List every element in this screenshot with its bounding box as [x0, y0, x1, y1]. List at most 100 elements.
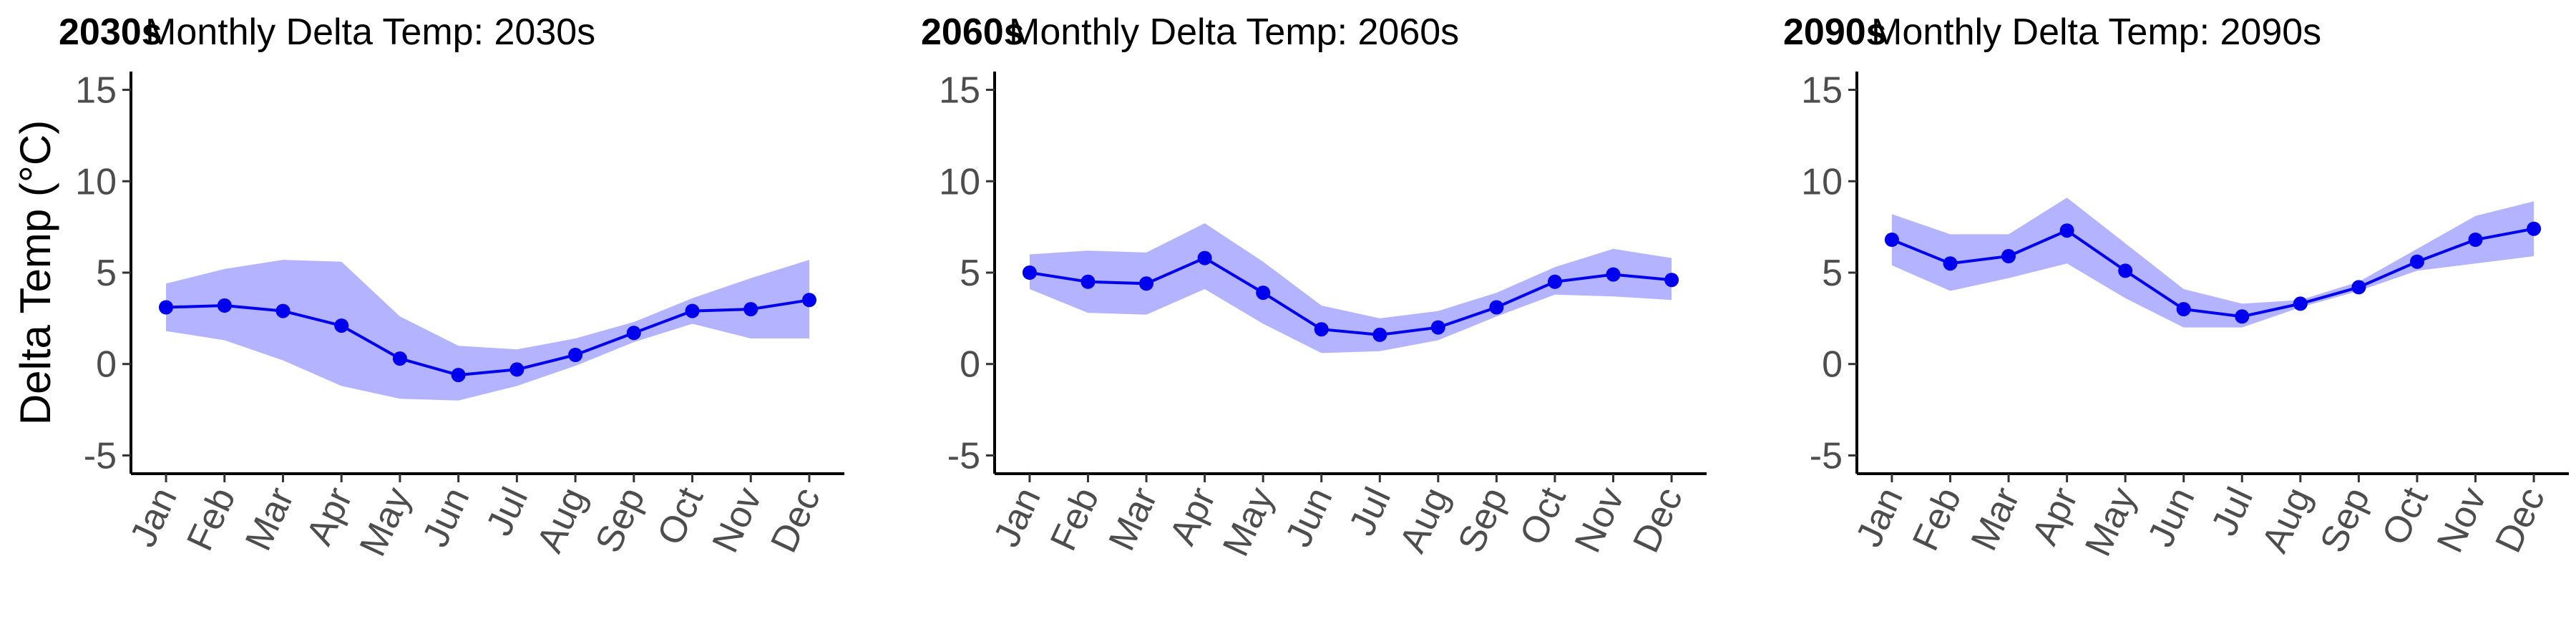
- x-tick-label-apr: Apr: [1162, 482, 1224, 552]
- x-tick-label-may: May: [2077, 482, 2145, 563]
- data-point-mar: [275, 303, 291, 318]
- data-point-nov: [743, 302, 758, 317]
- series-line: [1029, 256, 1672, 336]
- x-tick-label-jan: Jan: [122, 482, 185, 554]
- y-tick-label: -5: [947, 435, 980, 477]
- data-point-aug: [2293, 296, 2308, 311]
- y-tick-label: 15: [939, 70, 980, 112]
- chart-title: Monthly Delta Temp: 2060s: [1009, 11, 1459, 53]
- x-tick-label-may: May: [352, 482, 419, 563]
- y-tick-label: 5: [1822, 253, 1843, 294]
- data-point-oct: [685, 303, 700, 318]
- data-point-feb: [1943, 256, 1958, 271]
- data-point-nov: [1606, 267, 1621, 282]
- data-point-sep: [2351, 280, 2366, 295]
- y-tick-label: 10: [939, 161, 980, 203]
- data-point-dec: [1664, 273, 1679, 288]
- x-tick-label-dec: Dec: [1625, 482, 1691, 559]
- data-point-mar: [2001, 249, 2016, 263]
- panel-tag: 2090s: [1783, 11, 1887, 53]
- x-tick-label-jan: Jan: [986, 482, 1049, 554]
- x-tick-label-sep: Sep: [587, 482, 653, 559]
- x-tick-label-mar: Mar: [1101, 482, 1166, 557]
- x-tick-label-mar: Mar: [238, 482, 302, 557]
- data-point-apr: [334, 318, 349, 333]
- data-point-jan: [1022, 265, 1037, 280]
- x-tick-label-dec: Dec: [2487, 482, 2553, 559]
- data-point-aug: [568, 348, 583, 362]
- series-line: [165, 298, 810, 377]
- x-tick-label-jul: Jul: [2203, 482, 2261, 542]
- data-point-apr: [2059, 223, 2074, 238]
- x-tick-label-jun: Jun: [1278, 482, 1341, 554]
- x-tick-label-dec: Dec: [763, 482, 829, 559]
- data-point-aug: [1430, 320, 1445, 335]
- data-point-jan: [1884, 233, 1899, 247]
- y-tick-label: 0: [1822, 344, 1843, 386]
- x-tick-label-apr: Apr: [298, 482, 361, 552]
- data-point-dec: [802, 293, 816, 308]
- y-tick-label: 10: [1801, 161, 1843, 203]
- x-tick-label-nov: Nov: [1567, 482, 1633, 559]
- panel-tag: 2060s: [921, 11, 1025, 53]
- uncertainty-band: [166, 260, 809, 401]
- data-point-sep: [626, 326, 641, 341]
- x-tick-label-feb: Feb: [179, 482, 243, 557]
- data-point-dec: [2527, 221, 2542, 236]
- data-point-jun: [2176, 302, 2191, 317]
- x-tick-label-jan: Jan: [1848, 482, 1911, 554]
- data-point-may: [392, 351, 407, 366]
- data-point-oct: [2410, 254, 2424, 269]
- y-tick-label: 15: [75, 70, 117, 112]
- y-tick-label: 5: [960, 253, 980, 294]
- y-tick-label: 5: [96, 253, 117, 294]
- x-tick-label-jul: Jul: [1341, 482, 1399, 542]
- x-tick-label-feb: Feb: [1043, 482, 1107, 557]
- chart-title: Monthly Delta Temp: 2090s: [1871, 11, 2321, 53]
- y-tick-label: -5: [84, 435, 117, 477]
- x-tick-label-aug: Aug: [529, 482, 595, 559]
- x-tick-label-oct: Oct: [650, 481, 712, 551]
- x-tick-label-oct: Oct: [1512, 481, 1574, 551]
- uncertainty-band: [1029, 223, 1672, 353]
- data-point-jul: [509, 362, 525, 377]
- data-point-mar: [1139, 276, 1153, 291]
- x-tick-label-apr: Apr: [2024, 482, 2087, 552]
- x-tick-label-jul: Jul: [479, 482, 537, 542]
- x-tick-label-feb: Feb: [1905, 482, 1969, 557]
- y-tick-label: 0: [960, 344, 980, 386]
- panel-tag: 2030s: [59, 11, 162, 53]
- x-tick-label-jun: Jun: [415, 482, 478, 554]
- data-point-jun: [451, 368, 466, 383]
- x-tick-label-aug: Aug: [1392, 482, 1458, 559]
- x-tick-label-nov: Nov: [704, 482, 770, 559]
- y-tick-label: 10: [75, 161, 117, 203]
- x-tick-label-sep: Sep: [1450, 482, 1516, 559]
- data-point-feb: [1080, 274, 1096, 289]
- data-point-nov: [2468, 233, 2483, 247]
- x-tick-label-jun: Jun: [2140, 482, 2203, 554]
- data-point-oct: [1548, 274, 1562, 289]
- series-line: [1891, 227, 2534, 318]
- x-tick-label-may: May: [1215, 482, 1282, 563]
- chart-title: Monthly Delta Temp: 2030s: [145, 11, 595, 53]
- x-tick-label-aug: Aug: [2254, 482, 2320, 559]
- y-tick-label: 0: [96, 344, 117, 386]
- data-point-apr: [1197, 250, 1212, 265]
- data-point-may: [2118, 263, 2133, 278]
- x-tick-label-sep: Sep: [2313, 482, 2379, 559]
- data-point-may: [1256, 286, 1271, 301]
- y-tick-label: 15: [1801, 70, 1843, 112]
- uncertainty-band: [1891, 197, 2534, 328]
- data-point-jan: [159, 300, 173, 315]
- data-point-feb: [217, 298, 232, 313]
- y-axis-label: Delta Temp (°C): [11, 120, 59, 425]
- x-tick-label-mar: Mar: [1963, 482, 2028, 557]
- data-point-jun: [1314, 322, 1329, 337]
- y-tick-label: -5: [1810, 435, 1843, 477]
- data-point-sep: [1489, 300, 1504, 315]
